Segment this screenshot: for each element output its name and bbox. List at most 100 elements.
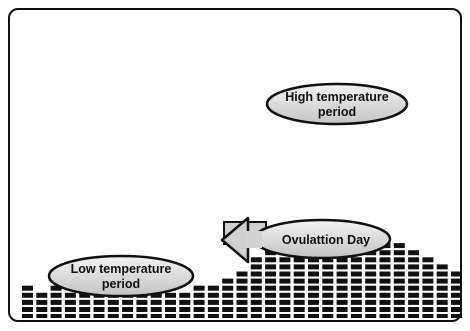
bar-cell (408, 307, 420, 312)
bar-cell (379, 271, 391, 277)
bar-cell (393, 285, 405, 291)
bar-cell (193, 299, 205, 305)
bar-cell (250, 271, 262, 277)
bar-cell (436, 314, 448, 318)
bar-cell (393, 243, 405, 249)
low-temperature-label-line2: period (102, 277, 140, 291)
bar-cell (236, 285, 248, 291)
bar-cell (165, 299, 176, 305)
bar-cell (93, 307, 105, 312)
bar-cell (336, 264, 348, 270)
bar-cell (93, 314, 105, 318)
bar-cell (422, 299, 434, 305)
bar-cell (308, 292, 319, 298)
bar-cell (222, 307, 234, 312)
bar-cell (322, 307, 334, 312)
bar-cell (436, 299, 448, 305)
high-temperature-label-line1: High temperature (285, 90, 389, 104)
bar-cell (322, 292, 334, 298)
bar-cell (64, 299, 76, 305)
bar-cell (222, 292, 234, 298)
bar-cell (336, 292, 348, 298)
bar-cell (451, 307, 462, 312)
bar-cell (422, 264, 434, 270)
bar-cell (250, 257, 262, 263)
bar-cell (422, 278, 434, 284)
bar-cell (279, 271, 291, 277)
bar-cell (236, 278, 248, 284)
bar-cell (193, 307, 205, 312)
bar-cell (250, 278, 262, 284)
ovulation-day-label: Ovulattion Day (282, 233, 370, 247)
bar-cell (293, 278, 305, 284)
low-temperature-callout: Low temperature period (47, 254, 195, 298)
bar-cell (350, 285, 362, 291)
bar-cell (308, 278, 319, 284)
bar-cell (107, 307, 119, 312)
bar-cell (436, 271, 448, 277)
bar-cell (79, 314, 91, 318)
bar-cell (379, 292, 391, 298)
bar-cell (336, 257, 348, 263)
bar-cell (365, 264, 377, 270)
bar-cell (350, 299, 362, 305)
bar-cell (451, 299, 462, 305)
bar-cell (279, 299, 291, 305)
bar-cell (265, 314, 277, 318)
bar-cell (79, 292, 91, 298)
bar-cell (308, 307, 319, 312)
bar-cell (265, 285, 277, 291)
high-temperature-callout: High temperature period (265, 82, 409, 126)
bar-cell (122, 299, 134, 305)
bar-cell (265, 299, 277, 305)
bar-cell (379, 314, 391, 318)
bar-cell (50, 292, 62, 298)
bar-cell (279, 278, 291, 284)
bar-cell (308, 314, 319, 318)
bar-cell (379, 250, 391, 256)
bar-cell (436, 285, 448, 291)
bar-cell (393, 299, 405, 305)
bar-cell (64, 292, 76, 298)
bar-cell (22, 292, 33, 298)
bar-cell (193, 292, 205, 298)
bar-cell (222, 285, 234, 291)
bar-cell (322, 278, 334, 284)
bar-cell (393, 257, 405, 263)
bar-cell (22, 299, 33, 305)
bar-cell (150, 307, 162, 312)
bar-cell (136, 307, 148, 312)
bar-cell (408, 285, 420, 291)
bar-cell (207, 292, 219, 298)
bar-cell (350, 307, 362, 312)
bar-cell (293, 299, 305, 305)
bar-cell (179, 292, 191, 298)
bar-cell (336, 278, 348, 284)
bar-cell (379, 264, 391, 270)
bar-cell (451, 271, 462, 277)
bar-cell (79, 307, 91, 312)
bar-cell (350, 264, 362, 270)
bar-cell (365, 307, 377, 312)
bar-cell (322, 264, 334, 270)
bar-cell (22, 307, 33, 312)
bar-cell (150, 292, 162, 298)
bar-cell (64, 307, 76, 312)
bar-cell (436, 264, 448, 270)
bar-cell (365, 299, 377, 305)
bar-cell (265, 264, 277, 270)
bar-cell (193, 314, 205, 318)
bar-cell (122, 314, 134, 318)
bar-cell (93, 299, 105, 305)
bar-cell (393, 271, 405, 277)
bar-cell (250, 299, 262, 305)
bar-cell (379, 278, 391, 284)
bar-cell (422, 314, 434, 318)
bar-cell (265, 307, 277, 312)
bar-cell (365, 271, 377, 277)
bar-cell (308, 285, 319, 291)
bar-cell (436, 307, 448, 312)
bar-cell (165, 314, 176, 318)
bar-cell (207, 314, 219, 318)
bar-cell (179, 314, 191, 318)
